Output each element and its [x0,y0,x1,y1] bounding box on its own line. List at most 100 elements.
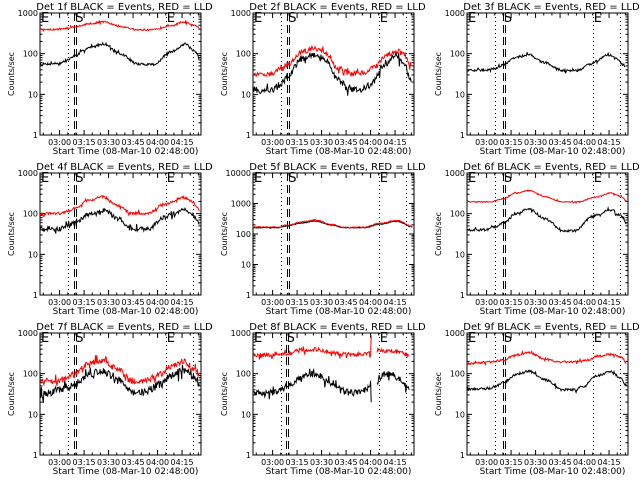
x-tick-label: 04:15 [384,458,407,467]
x-tick-label: 03:45 [549,138,572,147]
event-marker-e: E [167,11,175,26]
x-tick-label: 03:30 [310,458,333,467]
y-axis-label: Counts/sec [7,372,16,416]
y-tick-label: 1000 [18,9,38,18]
detector-panel-3: Det 3f BLACK = Events, RED = LLD 1 10 100 10… [434,2,640,157]
x-tick-label: 03:15 [286,458,309,467]
x-tick-label: 03:15 [500,458,523,467]
x-axis-label: Start Time (08-Mar-10 02:48:00) [53,467,199,477]
y-tick-label: 1000 [231,329,251,338]
x-tick-label: 04:00 [359,138,382,147]
event-marker-s: S [75,11,83,26]
event-marker-s: S [504,171,512,186]
panel-title: Det 7f BLACK = Events, RED = LLD [36,322,213,333]
x-tick-label: 03:00 [261,298,284,307]
series-line-events [467,369,627,394]
y-tick-label: 10 [455,90,465,99]
plot-frame [39,172,202,296]
event-marker-s: S [288,11,296,26]
y-tick-label: 1 [246,291,251,300]
x-tick-label: 04:15 [598,298,621,307]
x-tick-label: 03:30 [97,458,120,467]
series-line-lld [40,19,200,33]
x-tick-label: 03:45 [122,138,145,147]
plot-frame [466,332,629,456]
series-line-events [253,367,410,403]
x-tick-label: 03:45 [335,298,358,307]
x-tick-label: 03:15 [500,138,523,147]
x-axis-label: Start Time (08-Mar-10 02:48:00) [266,147,412,157]
event-marker-e: E [41,11,49,26]
y-tick-label: 10 [455,410,465,419]
x-tick-label: 04:15 [384,138,407,147]
y-tick-label: 10 [28,90,38,99]
x-axis-label: Start Time (08-Mar-10 02:48:00) [480,147,626,157]
panel-title: Det 3f BLACK = Events, RED = LLD [463,2,640,13]
series-line-lld [253,218,413,229]
x-tick-label: 04:15 [598,458,621,467]
event-marker-s: S [75,171,83,186]
y-tick-label: 1000 [18,169,38,178]
plot-frame [39,12,202,136]
x-tick-label: 03:15 [286,298,309,307]
y-tick-label: 1000 [231,200,251,209]
event-marker-e: E [468,331,476,346]
x-tick-label: 04:00 [573,298,596,307]
x-tick-label: 03:45 [549,458,572,467]
x-axis-label: Start Time (08-Mar-10 02:48:00) [53,147,199,157]
y-tick-label: 1 [246,451,251,460]
y-tick-label: 1000 [231,9,251,18]
x-tick-label: 03:00 [261,458,284,467]
panel-title: Det 6f BLACK = Events, RED = LLD [463,162,640,173]
detector-panel-2: Det 2f BLACK = Events, RED = LLD 1 10 100 10… [220,2,426,157]
plot-frame [252,172,415,296]
y-tick-label: 100 [450,370,465,379]
series-line-lld [253,335,410,360]
series-line-lld [467,189,627,204]
x-tick-label: 03:30 [97,138,120,147]
x-axis-label: Start Time (08-Mar-10 02:48:00) [266,307,412,317]
x-axis-label: Start Time (08-Mar-10 02:48:00) [480,307,626,317]
y-axis-label: Counts/sec [220,212,229,256]
event-marker-e: E [468,11,476,26]
x-tick-label: 03:30 [310,138,333,147]
plot-frame [252,332,415,456]
y-tick-label: 10 [241,410,251,419]
y-axis-label: Counts/sec [434,212,443,256]
x-tick-label: 03:15 [286,138,309,147]
series-line-events [40,207,200,234]
panel-title: Det 8f BLACK = Events, RED = LLD [249,322,426,333]
y-tick-label: 100 [236,50,251,59]
x-axis-label: Start Time (08-Mar-10 02:48:00) [480,467,626,477]
x-tick-label: 03:00 [261,138,284,147]
x-tick-label: 04:15 [598,138,621,147]
detector-panel-6: Det 6f BLACK = Events, RED = LLD 1 10 100 10… [434,162,640,317]
y-tick-label: 1 [460,451,465,460]
x-tick-label: 04:00 [146,458,169,467]
detector-panel-8: Det 8f BLACK = Events, RED = LLD 1 10 100 10… [220,322,426,477]
y-tick-label: 1 [33,451,38,460]
x-axis-label: Start Time (08-Mar-10 02:48:00) [266,467,412,477]
y-tick-label: 1000 [445,329,465,338]
detector-panel-1: Det 1f BLACK = Events, RED = LLD 1 10 100 10… [7,2,213,157]
x-tick-label: 03:30 [524,138,547,147]
event-marker-e: E [167,171,175,186]
x-tick-label: 03:00 [475,458,498,467]
event-marker-e: E [254,11,262,26]
event-marker-s: S [504,11,512,26]
x-tick-label: 03:30 [97,298,120,307]
y-tick-label: 10 [28,410,38,419]
series-line-events [40,41,200,67]
y-axis-label: Counts/sec [7,212,16,256]
y-tick-label: 100 [23,370,38,379]
y-tick-label: 100 [23,210,38,219]
detector-panel-9: Det 9f BLACK = Events, RED = LLD 1 10 100 10… [434,322,640,477]
event-marker-s: S [75,331,83,346]
y-tick-label: 1 [33,131,38,140]
x-tick-label: 04:00 [359,458,382,467]
panel-title: Det 2f BLACK = Events, RED = LLD [249,2,426,13]
event-marker-e: E [41,331,49,346]
x-tick-label: 03:45 [335,138,358,147]
x-tick-label: 03:45 [122,458,145,467]
y-axis-label: Counts/sec [220,52,229,96]
